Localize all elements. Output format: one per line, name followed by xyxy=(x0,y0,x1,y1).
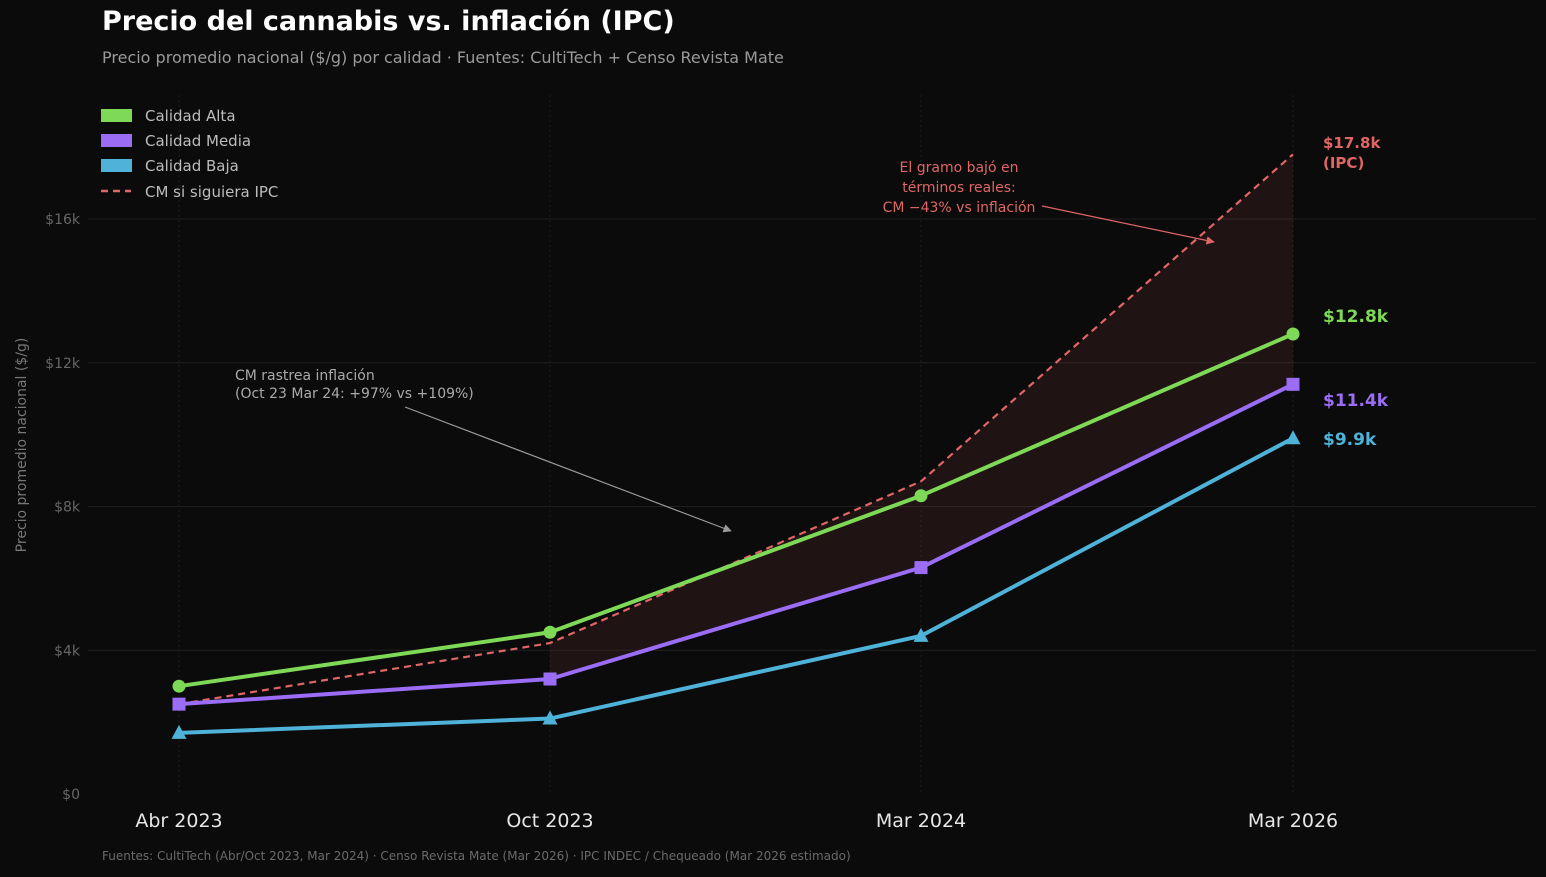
end-label: $12.8k xyxy=(1323,307,1389,327)
legend-swatch xyxy=(101,134,132,147)
y-tick-label: $8k xyxy=(54,500,81,516)
data-point-media xyxy=(172,697,186,711)
legend-swatch xyxy=(101,109,132,122)
gap-fill xyxy=(550,154,1293,679)
legend-label: Calidad Media xyxy=(145,132,251,150)
annotation-arrow xyxy=(1041,205,1215,245)
end-label-ipc: $17.8k xyxy=(1323,134,1381,152)
chart-title: Precio del cannabis vs. inflación (IPC) xyxy=(102,6,675,37)
data-point-media xyxy=(543,672,557,686)
y-tick-label: $0 xyxy=(62,787,80,803)
legend-label: Calidad Baja xyxy=(145,157,239,175)
series xyxy=(171,153,1301,739)
data-point-alta xyxy=(543,625,557,639)
data-point-baja xyxy=(1285,430,1301,445)
y-tick-label: $12k xyxy=(45,356,81,372)
annotation-text: (Oct 23 Mar 24: +97% vs +109%) xyxy=(235,386,474,402)
x-axis: Abr 2023 Oct 2023 Mar 2024 Mar 2026 xyxy=(135,810,1338,832)
grid xyxy=(88,95,1536,794)
series-line-square xyxy=(178,382,1294,707)
data-point-alta xyxy=(914,489,928,503)
y-axis-label: Precio promedio nacional ($/g) xyxy=(14,338,30,553)
annotations: CM rastrea inflación (Oct 23 Mar 24: +97%… xyxy=(235,160,1215,533)
y-tick-label: $4k xyxy=(54,643,81,659)
legend-swatch xyxy=(101,159,132,172)
legend-label: CM si siguiera IPC xyxy=(145,183,278,201)
y-tick-label: $16k xyxy=(45,212,81,228)
annotation-text: CM rastrea inflación xyxy=(235,368,375,384)
x-tick-label: Oct 2023 xyxy=(506,810,593,832)
end-label-ipc: (IPC) xyxy=(1323,154,1364,172)
chart-subtitle: Precio promedio nacional ($/g) por calid… xyxy=(102,48,784,67)
y-axis: $0 $4k $8k $12k $16k xyxy=(45,212,81,803)
x-tick-label: Abr 2023 xyxy=(135,810,222,832)
end-label: $11.4k xyxy=(1323,391,1389,411)
end-labels: $12.8k $11.4k $9.9k $17.8k (IPC) xyxy=(1323,134,1389,450)
data-point-baja xyxy=(171,724,187,739)
data-point-media xyxy=(914,561,928,575)
annotation-text: CM −43% vs inflación xyxy=(883,200,1036,216)
inflation-gap-area xyxy=(550,154,1293,679)
series-line-circle xyxy=(178,332,1294,689)
data-point-baja xyxy=(913,627,929,642)
chart-footer: Fuentes: CultiTech (Abr/Oct 2023, Mar 20… xyxy=(102,849,851,863)
annotation-arrow xyxy=(404,406,732,533)
annotation-text: El gramo bajó en xyxy=(900,160,1019,176)
data-point-baja xyxy=(542,710,558,725)
legend-label: Calidad Alta xyxy=(145,107,236,125)
legend: Calidad Alta Calidad Media Calidad Baja CM … xyxy=(101,107,278,201)
x-tick-label: Mar 2026 xyxy=(1248,810,1338,832)
data-point-alta xyxy=(172,679,186,693)
series-line-triangle xyxy=(178,436,1294,735)
annotation-text: términos reales: xyxy=(902,180,1015,196)
x-tick-label: Mar 2024 xyxy=(876,810,966,832)
end-label: $9.9k xyxy=(1323,430,1377,450)
data-point-alta xyxy=(1286,327,1300,341)
data-point-media xyxy=(1286,377,1300,391)
